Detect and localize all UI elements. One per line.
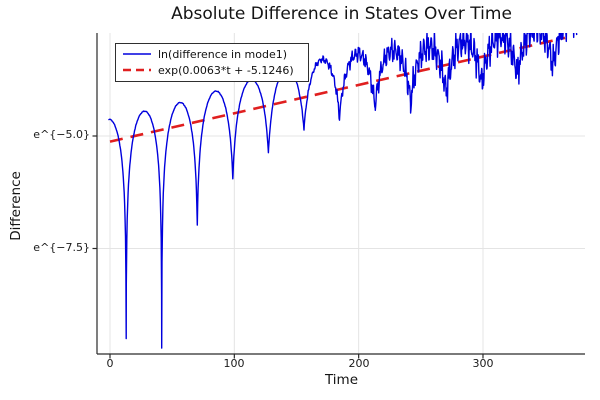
x-tick-label-200: 200 — [348, 357, 370, 370]
legend-label-fit-series: exp(0.0063*t + -5.1246) — [158, 63, 294, 77]
legend-row-data-series: ln(difference in mode1) — [122, 46, 303, 62]
data-series-line — [108, 33, 578, 349]
y-tick-label-e-7.5: e^{−7.5} — [33, 241, 90, 254]
legend-row-fit-series: exp(0.0063*t + -5.1246) — [122, 62, 303, 78]
legend-line-sample-dashed — [123, 68, 151, 72]
x-tick-label-0: 0 — [106, 357, 114, 370]
y-tick-label-e-5.0: e^{−5.0} — [33, 128, 90, 141]
chart-title: Absolute Difference in States Over Time — [171, 4, 512, 24]
legend-label-data-series: ln(difference in mode1) — [158, 47, 288, 61]
x-tick-label-100: 100 — [223, 357, 245, 370]
x-tick-label-300: 300 — [472, 357, 494, 370]
y-axis-label: Difference — [8, 171, 24, 241]
legend: ln(difference in mode1) exp(0.0063*t + -… — [115, 43, 309, 82]
x-axis-label: Time — [324, 372, 359, 388]
legend-line-sample-solid — [123, 53, 151, 55]
